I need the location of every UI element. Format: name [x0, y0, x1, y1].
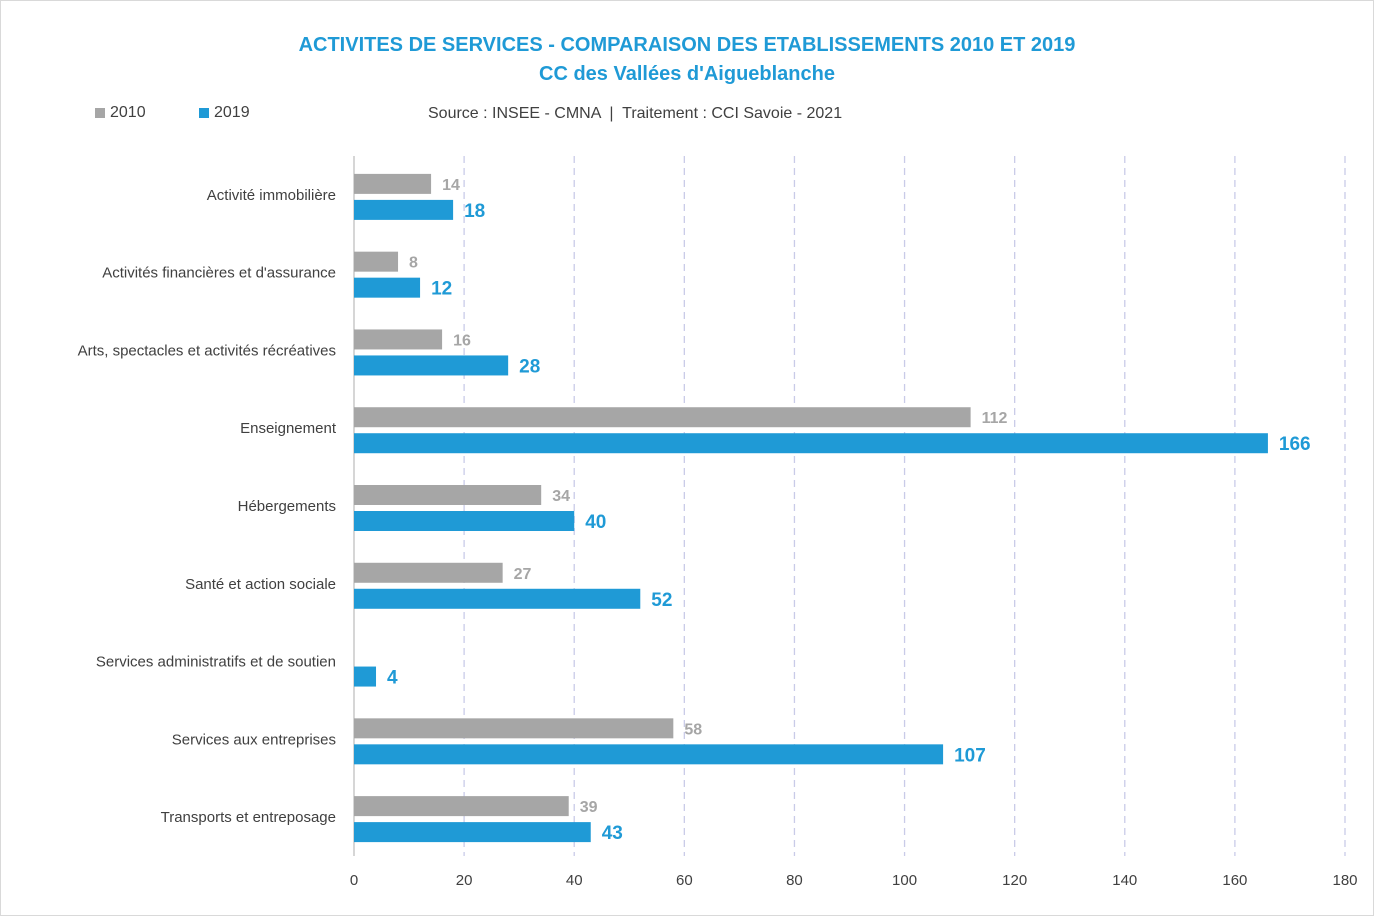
data-label-2010-hebergements: 34 [552, 488, 570, 505]
bar-2019-hebergements [354, 511, 575, 531]
data-label-2019-activite-immobiliere: 18 [464, 201, 485, 222]
legend-label-2019: 2019 [214, 104, 250, 121]
category-label-arts-spectacles-et-activites-recreatives: Arts, spectacles et activités récréative… [78, 342, 336, 359]
bar-2019-services-aux-entreprises [354, 744, 944, 765]
chart-source: Source : INSEE - CMNA | Traitement : CCI… [428, 105, 843, 122]
bar-2010-activite-immobiliere [354, 173, 432, 194]
data-label-2010-arts-spectacles-et-activites-recreatives: 16 [453, 332, 471, 349]
data-label-2010-services-aux-entreprises: 58 [684, 721, 702, 738]
x-tick-label-100: 100 [892, 872, 917, 889]
legend-swatch-2010 [95, 108, 105, 118]
bar-2010-sante-et-action-sociale [354, 562, 503, 583]
legend-swatch-2019 [199, 108, 209, 118]
category-label-transports-et-entreposage: Transports et entreposage [161, 809, 336, 826]
bar-2019-activite-immobiliere [354, 199, 454, 220]
category-label-activites-financieres-et-d-assurance: Activités financières et d'assurance [102, 265, 336, 282]
bar-2010-hebergements [354, 485, 542, 505]
data-label-2019-hebergements: 40 [585, 512, 606, 533]
chart-title: ACTIVITES DE SERVICES - COMPARAISON DES … [298, 34, 1076, 56]
data-label-2019-arts-spectacles-et-activites-recreatives: 28 [519, 356, 540, 377]
data-label-2010-enseignement: 112 [982, 410, 1008, 427]
x-tick-label-120: 120 [1002, 872, 1027, 889]
x-tick-label-180: 180 [1332, 872, 1357, 889]
data-label-2010-sante-et-action-sociale: 27 [514, 566, 532, 583]
bar-2019-arts-spectacles-et-activites-recreatives [354, 355, 509, 376]
bar-2019-sante-et-action-sociale [354, 588, 641, 609]
bar-2010-arts-spectacles-et-activites-recreatives [354, 329, 443, 350]
data-label-2019-enseignement: 166 [1279, 434, 1311, 455]
legend-label-2010: 2010 [110, 104, 146, 121]
bar-2019-transports-et-entreposage [354, 822, 591, 843]
category-label-activite-immobiliere: Activité immobilière [207, 187, 336, 204]
x-tick-label-140: 140 [1112, 872, 1137, 889]
bar-2010-services-aux-entreprises [354, 718, 674, 739]
category-label-services-administratifs-et-de-soutien: Services administratifs et de soutien [96, 654, 336, 671]
bar-2010-transports-et-entreposage [354, 796, 569, 817]
category-label-sante-et-action-sociale: Santé et action sociale [185, 576, 336, 593]
x-tick-label-0: 0 [350, 872, 358, 889]
bar-2010-activites-financieres-et-d-assurance [354, 251, 399, 272]
bar-2019-activites-financieres-et-d-assurance [354, 277, 421, 298]
x-tick-label-40: 40 [566, 872, 583, 889]
x-tick-label-160: 160 [1222, 872, 1247, 889]
data-label-2019-sante-et-action-sociale: 52 [651, 590, 672, 611]
x-tick-label-80: 80 [786, 872, 803, 889]
data-label-2010-activites-financieres-et-d-assurance: 8 [409, 255, 418, 272]
x-tick-label-20: 20 [456, 872, 473, 889]
data-label-2010-activite-immobiliere: 14 [442, 177, 460, 194]
data-label-2010-transports-et-entreposage: 39 [580, 799, 598, 816]
data-label-2019-activites-financieres-et-d-assurance: 12 [431, 279, 452, 300]
legend-entry-2010: 2010 [95, 104, 146, 122]
bar-2010-enseignement [354, 407, 971, 428]
bar-2019-enseignement [354, 433, 1268, 454]
data-label-2019-services-administratifs-et-de-soutien: 4 [387, 668, 398, 689]
category-label-services-aux-entreprises: Services aux entreprises [172, 731, 336, 748]
category-label-enseignement: Enseignement [240, 420, 337, 437]
chart-subtitle: CC des Vallées d'Aigueblanche [539, 63, 835, 85]
bar-2019-services-administratifs-et-de-soutien [354, 666, 377, 687]
data-label-2019-services-aux-entreprises: 107 [954, 745, 986, 766]
x-tick-label-60: 60 [676, 872, 693, 889]
data-label-2019-transports-et-entreposage: 43 [602, 823, 623, 844]
category-label-hebergements: Hébergements [238, 498, 336, 515]
legend-entry-2019: 2019 [199, 104, 250, 122]
